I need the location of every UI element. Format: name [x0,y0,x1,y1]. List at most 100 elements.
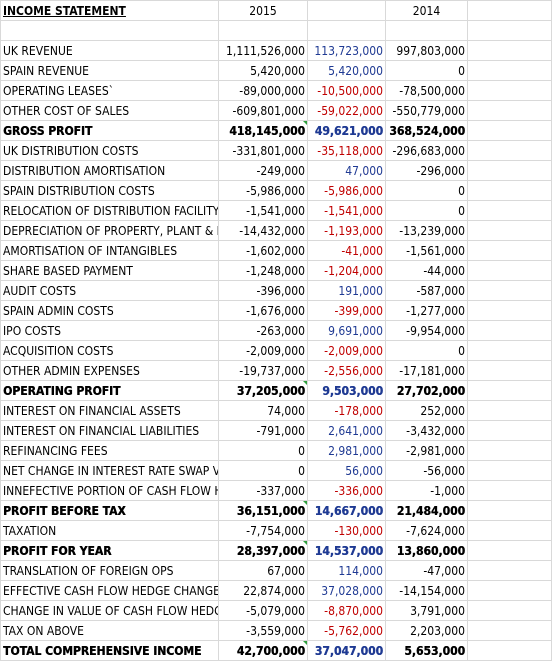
blank-cell[interactable] [467,100,552,121]
row-label-cell[interactable]: TAX ON ABOVE [0,620,219,641]
value-2015-cell[interactable]: -1,676,000 [218,300,308,321]
blank-cell[interactable] [467,240,552,261]
value-2014-cell[interactable]: -1,277,000 [385,300,468,321]
difference-cell[interactable]: -41,000 [307,240,386,261]
value-2015-cell[interactable]: 418,145,000 [218,120,308,141]
value-2014-cell[interactable]: -17,181,000 [385,360,468,381]
difference-cell[interactable]: -8,870,000 [307,600,386,621]
value-2014-cell[interactable]: -1,000 [385,480,468,501]
value-2014-cell[interactable]: -3,432,000 [385,420,468,441]
row-label-cell[interactable]: ACQUISITION COSTS [0,340,219,361]
value-2015-cell[interactable]: 28,397,000 [218,540,308,561]
row-label-cell[interactable]: OTHER ADMIN EXPENSES [0,360,219,381]
blank-cell[interactable] [467,640,552,661]
difference-cell[interactable]: 56,000 [307,460,386,481]
value-2015-cell[interactable]: 74,000 [218,400,308,421]
row-label-cell[interactable]: TRANSLATION OF FOREIGN OPS [0,560,219,581]
difference-cell[interactable]: -130,000 [307,520,386,541]
difference-cell[interactable]: -59,022,000 [307,100,386,121]
row-label-cell[interactable]: DISTRIBUTION AMORTISATION [0,160,219,181]
value-2014-cell[interactable]: 0 [385,180,468,201]
row-label-cell[interactable]: INTEREST ON FINANCIAL ASSETS [0,400,219,421]
difference-cell[interactable]: 47,000 [307,160,386,181]
blank-cell[interactable] [467,180,552,201]
value-2014-cell[interactable]: -587,000 [385,280,468,301]
value-2015-cell[interactable]: -5,079,000 [218,600,308,621]
blank-cell[interactable] [467,360,552,381]
value-2014-cell[interactable]: -78,500,000 [385,80,468,101]
blank-cell[interactable] [467,580,552,601]
difference-cell[interactable]: -35,118,000 [307,140,386,161]
blank-cell[interactable] [467,380,552,401]
row-label-cell[interactable]: CHANGE IN VALUE OF CASH FLOW HEDGE [0,600,219,621]
blank-cell[interactable] [467,500,552,521]
blank-cell[interactable] [467,600,552,621]
blank-cell[interactable] [467,20,552,41]
value-2014-cell[interactable]: -44,000 [385,260,468,281]
value-2014-cell[interactable]: -9,954,000 [385,320,468,341]
row-label-cell[interactable]: OPERATING LEASES` [0,80,219,101]
sheet-title-cell[interactable]: INCOME STATEMENT [0,0,219,21]
difference-cell[interactable]: -1,193,000 [307,220,386,241]
difference-cell[interactable]: -2,556,000 [307,360,386,381]
value-2015-cell[interactable]: -609,801,000 [218,100,308,121]
value-2015-cell[interactable]: -1,602,000 [218,240,308,261]
value-2015-cell[interactable]: -5,986,000 [218,180,308,201]
row-label-cell[interactable]: GROSS PROFIT [0,120,219,141]
difference-cell[interactable]: -399,000 [307,300,386,321]
value-2015-cell[interactable]: -7,754,000 [218,520,308,541]
year-2015-cell[interactable]: 2015 [218,0,308,21]
blank-cell[interactable] [467,420,552,441]
row-label-cell[interactable]: AUDIT COSTS [0,280,219,301]
row-label-cell[interactable]: EFFECTIVE CASH FLOW HEDGE CHANGES [0,580,219,601]
value-2014-cell[interactable]: -47,000 [385,560,468,581]
blank-cell[interactable] [467,200,552,221]
value-2014-cell[interactable]: 2,203,000 [385,620,468,641]
value-2014-cell[interactable]: 368,524,000 [385,120,468,141]
difference-cell[interactable]: 5,420,000 [307,60,386,81]
blank-cell[interactable] [467,260,552,281]
blank-cell[interactable] [467,300,552,321]
value-2015-cell[interactable]: 0 [218,460,308,481]
blank-cell[interactable] [467,460,552,481]
difference-cell[interactable]: 113,723,000 [307,40,386,61]
blank-cell[interactable] [467,160,552,181]
difference-cell[interactable]: 2,981,000 [307,440,386,461]
blank-cell[interactable] [467,340,552,361]
blank-cell[interactable] [467,220,552,241]
blank-cell[interactable] [467,320,552,341]
value-2014-cell[interactable]: -1,561,000 [385,240,468,261]
value-2015-cell[interactable]: -3,559,000 [218,620,308,641]
row-label-cell[interactable]: INNEFECTIVE PORTION OF CASH FLOW HEDGES [0,480,219,501]
difference-cell[interactable]: 191,000 [307,280,386,301]
value-2015-cell[interactable]: -396,000 [218,280,308,301]
blank-cell[interactable] [467,620,552,641]
blank-cell[interactable] [467,120,552,141]
blank-cell[interactable] [467,40,552,61]
difference-cell[interactable]: 37,047,000 [307,640,386,661]
value-2014-cell[interactable]: 5,653,000 [385,640,468,661]
value-2014-cell[interactable]: -7,624,000 [385,520,468,541]
row-label-cell[interactable]: INTEREST ON FINANCIAL LIABILITIES [0,420,219,441]
blank-cell[interactable] [467,280,552,301]
value-2014-cell[interactable]: 0 [385,200,468,221]
row-label-cell[interactable]: TAXATION [0,520,219,541]
empty-header-cell[interactable] [307,0,386,21]
value-2015-cell[interactable]: -337,000 [218,480,308,501]
value-2014-cell[interactable]: 252,000 [385,400,468,421]
value-2015-cell[interactable]: -791,000 [218,420,308,441]
value-2015-cell[interactable]: -14,432,000 [218,220,308,241]
row-label-cell[interactable]: REFINANCING FEES [0,440,219,461]
difference-cell[interactable]: -1,204,000 [307,260,386,281]
value-2015-cell[interactable]: 0 [218,440,308,461]
value-2015-cell[interactable]: -19,737,000 [218,360,308,381]
difference-cell[interactable]: 14,667,000 [307,500,386,521]
blank-cell[interactable] [467,80,552,101]
difference-cell[interactable]: 9,691,000 [307,320,386,341]
row-label-cell[interactable]: SPAIN ADMIN COSTS [0,300,219,321]
value-2015-cell[interactable]: 67,000 [218,560,308,581]
difference-cell[interactable]: -2,009,000 [307,340,386,361]
difference-cell[interactable]: -5,986,000 [307,180,386,201]
blank-cell[interactable] [467,400,552,421]
value-2014-cell[interactable]: -56,000 [385,460,468,481]
